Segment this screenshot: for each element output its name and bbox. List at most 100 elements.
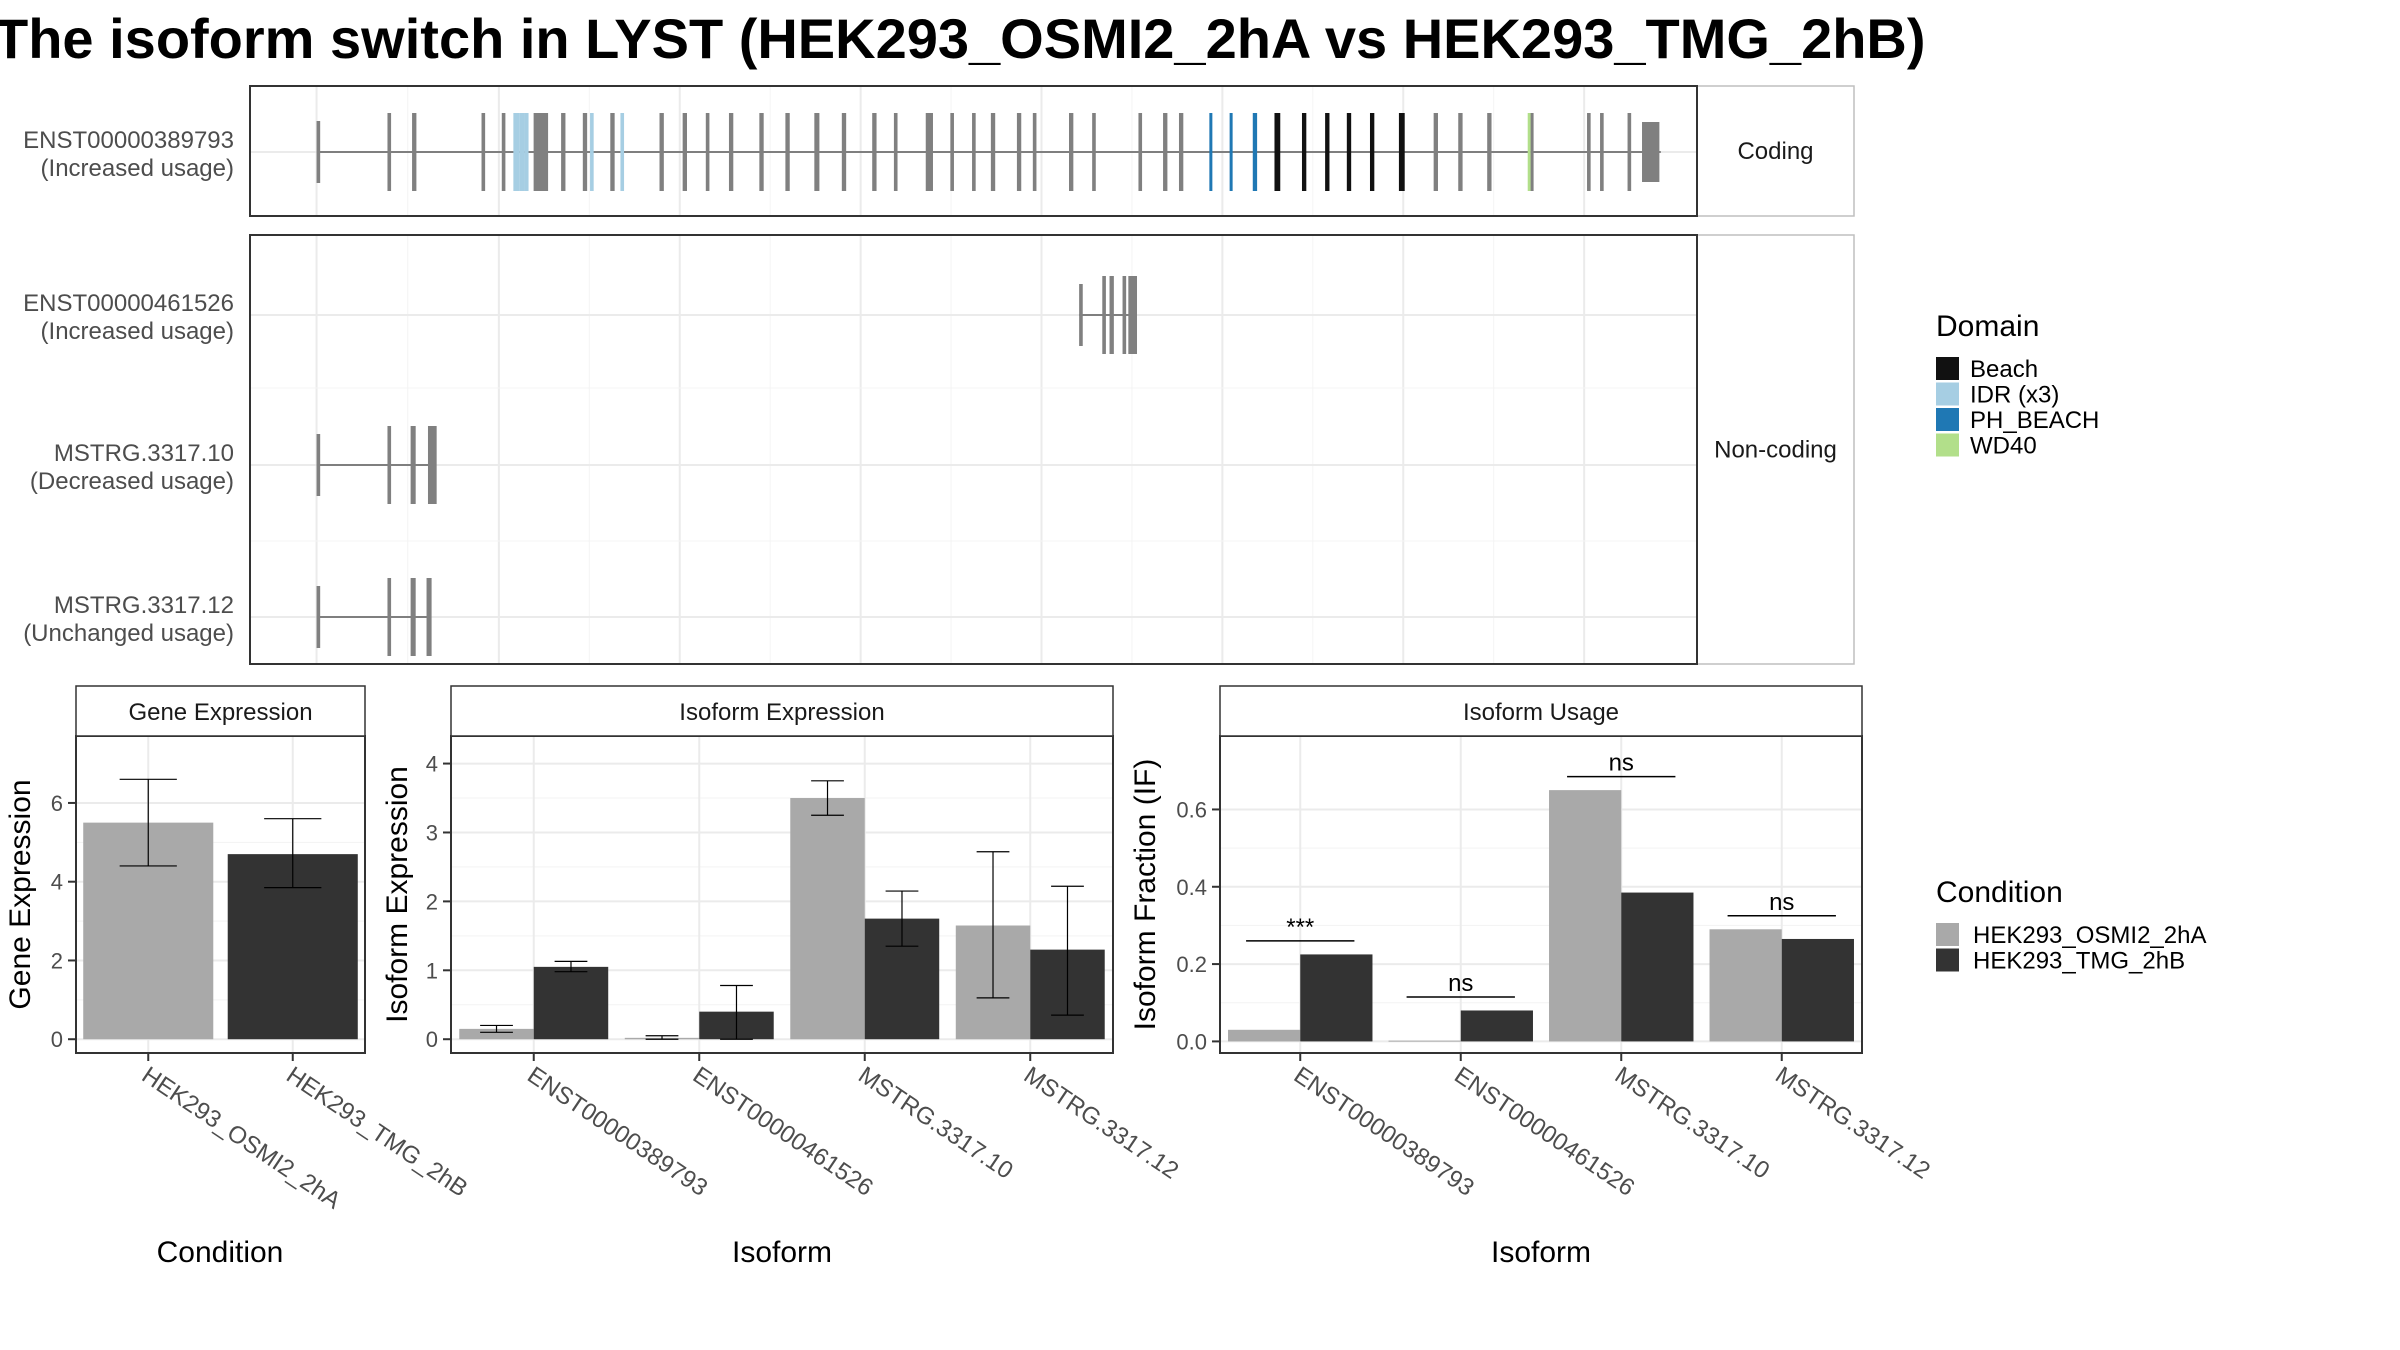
exon <box>759 113 764 191</box>
transcript-MSTRG.3317.12 <box>316 578 432 656</box>
exon <box>1642 122 1660 182</box>
facet-strip-1 <box>1696 234 1855 665</box>
y-tick-label: 2 <box>426 889 438 914</box>
bar <box>1781 938 1854 1042</box>
bar <box>533 966 609 1040</box>
exon <box>1122 276 1127 354</box>
domain-legend-swatch <box>1936 357 1959 380</box>
exon <box>1527 113 1531 191</box>
x-tick-label: MSTRG.3317.12 <box>1019 1062 1183 1185</box>
exon <box>1209 113 1213 191</box>
exon <box>426 578 432 656</box>
bar <box>1460 1010 1533 1042</box>
y-tick-label: 1 <box>426 958 438 983</box>
structure-panel-1 <box>250 235 1697 664</box>
exon <box>728 113 734 191</box>
y-tick-label: 0.6 <box>1176 797 1207 822</box>
exon <box>814 113 820 191</box>
error-bar <box>645 1035 679 1040</box>
error-bar <box>885 890 919 947</box>
exon <box>1458 113 1463 191</box>
exon <box>1627 113 1632 191</box>
exon <box>524 113 529 191</box>
exon <box>1069 113 1074 191</box>
transcript-MSTRG.3317.10 <box>316 426 437 504</box>
y-tick-label: 3 <box>426 820 438 845</box>
exon <box>410 426 416 504</box>
exon <box>785 113 790 191</box>
condition-legend-title: Condition <box>1936 876 2063 909</box>
exon <box>1138 113 1143 191</box>
exon <box>410 578 416 656</box>
y-tick-label: 6 <box>51 791 63 816</box>
transcript-structure-plot: CodingNon-codingENST00000389793(Increase… <box>23 85 1855 665</box>
bar <box>1709 929 1782 1042</box>
exon <box>1229 113 1233 191</box>
exon <box>893 113 898 191</box>
facet-strip-0 <box>1696 85 1855 217</box>
exon <box>872 113 877 191</box>
exon <box>316 586 321 648</box>
exon <box>1274 113 1281 191</box>
exon <box>412 113 417 191</box>
bar <box>1388 1040 1461 1042</box>
exon <box>1487 113 1492 191</box>
y-tick-label: 0.4 <box>1176 875 1207 900</box>
exon <box>1252 113 1258 191</box>
exon <box>990 113 996 191</box>
error-bar <box>1051 885 1084 1016</box>
exon <box>1301 113 1307 191</box>
exon <box>682 113 687 191</box>
exon <box>501 113 506 191</box>
exon <box>1369 113 1375 191</box>
exon <box>387 578 392 656</box>
facet-label: Non-coding <box>1714 437 1837 464</box>
exon <box>1128 276 1138 354</box>
exon <box>316 434 321 496</box>
exon <box>481 113 486 191</box>
domain-legend-swatch <box>1936 408 1959 431</box>
x-tick-label: MSTRG.3317.10 <box>1610 1062 1774 1185</box>
exon <box>705 113 710 191</box>
bar <box>1300 954 1373 1042</box>
x-tick-label: ENST00000389793 <box>522 1062 712 1202</box>
y-tick-label: 2 <box>51 948 63 973</box>
x-tick-label: MSTRG.3317.12 <box>1770 1062 1934 1185</box>
domain-legend-label: PH_BEACH <box>1970 407 2099 434</box>
y-axis-label: Isoform Fraction (IF) <box>1129 759 1162 1031</box>
exon <box>316 121 321 183</box>
exon <box>1530 113 1534 191</box>
bar <box>459 1028 534 1040</box>
condition-legend-label: HEK293_TMG_2hB <box>1973 948 2185 975</box>
significance-label: ns <box>1609 750 1634 777</box>
condition-legend-swatch <box>1936 923 1959 946</box>
panel-title: Isoform Expression <box>679 699 884 726</box>
bar <box>1621 892 1694 1042</box>
exon <box>1398 113 1405 191</box>
transcript-usage-label: (Unchanged usage) <box>23 620 234 647</box>
exon <box>582 113 588 191</box>
condition-legend-label: HEK293_OSMI2_2hA <box>1973 922 2206 949</box>
domain-legend-swatch <box>1936 433 1959 457</box>
transcript-id-label: ENST00000461526 <box>23 290 234 317</box>
exon <box>972 113 976 191</box>
exon <box>1079 284 1083 346</box>
exon <box>1346 113 1352 191</box>
bar <box>1549 790 1622 1042</box>
transcript-id-label: ENST00000389793 <box>23 127 234 154</box>
transcript-usage-label: (Increased usage) <box>41 155 234 182</box>
domain-legend-label: Beach <box>1970 356 2038 383</box>
error-bar <box>720 984 753 1040</box>
exon <box>950 113 954 191</box>
significance-label: *** <box>1286 914 1314 941</box>
domain-legend-swatch <box>1936 382 1959 406</box>
panel-strip <box>450 685 1114 737</box>
error-bar <box>480 1024 513 1033</box>
exon <box>533 113 549 191</box>
x-tick-label: MSTRG.3317.10 <box>853 1062 1017 1185</box>
exon <box>659 113 664 191</box>
error-bar <box>264 818 322 889</box>
exon <box>427 426 437 504</box>
y-tick-label: 0 <box>51 1027 63 1052</box>
